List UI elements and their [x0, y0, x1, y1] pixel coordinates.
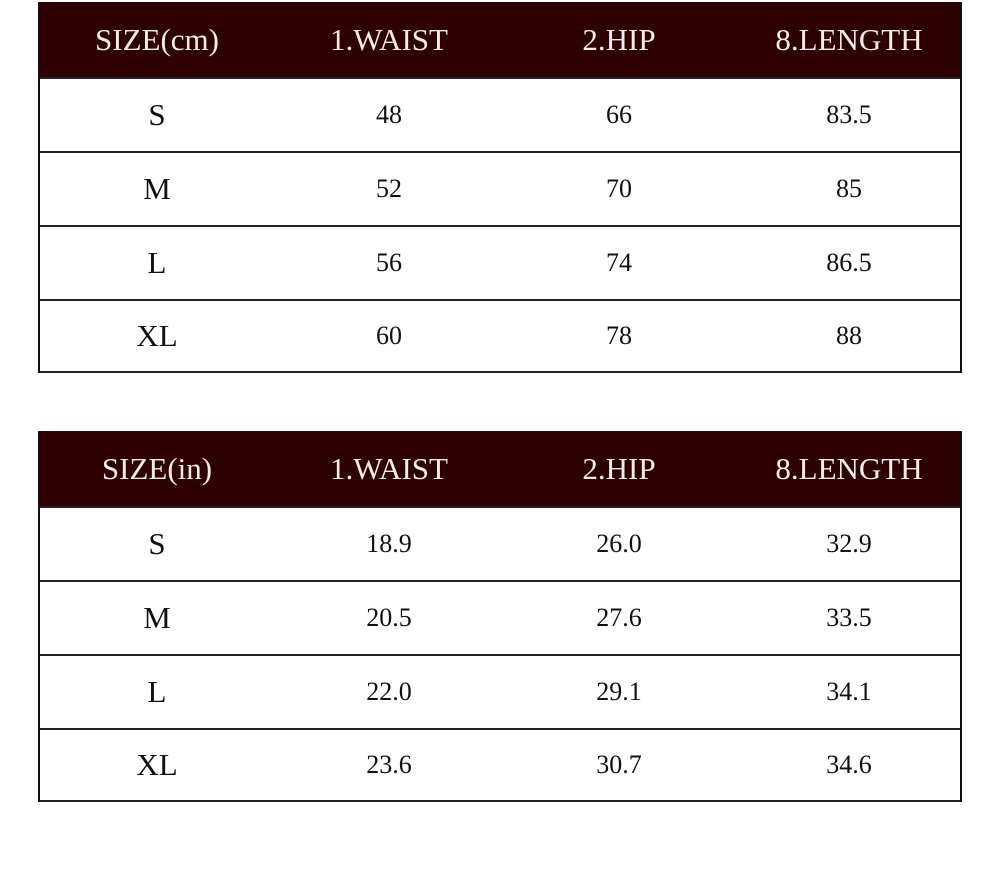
table-row: S 48 66 83.5: [40, 77, 960, 151]
column-header: SIZE(cm): [95, 21, 219, 57]
measurement-cell: 34.1: [826, 677, 872, 706]
column-header: 2.HIP: [582, 21, 656, 57]
measurement-cell: 32.9: [826, 529, 872, 558]
measurement-cell: 23.6: [366, 750, 412, 779]
size-table-inches: SIZE(in) 1.WAIST 2.HIP 8.LENGTH S 18.9 26.0 32.…: [38, 431, 962, 802]
column-header: 8.LENGTH: [775, 450, 923, 486]
measurement-cell: 48: [376, 100, 402, 129]
table-row: S 18.9 26.0 32.9: [40, 506, 960, 580]
measurement-cell: 30.7: [596, 750, 642, 779]
measurement-cell: 70: [606, 174, 632, 203]
table-row: L 56 74 86.5: [40, 225, 960, 299]
size-label: S: [148, 97, 166, 132]
size-label: XL: [136, 318, 178, 353]
measurement-cell: 26.0: [596, 529, 642, 558]
measurement-cell: 78: [606, 321, 632, 350]
measurement-cell: 56: [376, 248, 402, 277]
measurement-cell: 20.5: [366, 603, 412, 632]
size-table-cm: SIZE(cm) 1.WAIST 2.HIP 8.LENGTH S 48 66 83.5 M 52…: [38, 2, 962, 373]
measurement-cell: 52: [376, 174, 402, 203]
table-header: SIZE(cm) 1.WAIST 2.HIP 8.LENGTH: [40, 2, 960, 77]
size-label: XL: [136, 747, 178, 782]
table-row: XL 60 78 88: [40, 299, 960, 373]
table-header: SIZE(in) 1.WAIST 2.HIP 8.LENGTH: [40, 431, 960, 506]
measurement-cell: 74: [606, 248, 632, 277]
column-header: 1.WAIST: [330, 21, 448, 57]
measurement-cell: 88: [836, 321, 862, 350]
column-header: 8.LENGTH: [775, 21, 923, 57]
measurement-cell: 86.5: [826, 248, 872, 277]
size-label: M: [143, 600, 171, 635]
measurement-cell: 83.5: [826, 100, 872, 129]
measurement-cell: 18.9: [366, 529, 412, 558]
measurement-cell: 66: [606, 100, 632, 129]
size-label: L: [147, 245, 167, 280]
table-row: XL 23.6 30.7 34.6: [40, 728, 960, 802]
column-header: 1.WAIST: [330, 450, 448, 486]
measurement-cell: 22.0: [366, 677, 412, 706]
measurement-cell: 27.6: [596, 603, 642, 632]
measurement-cell: 29.1: [596, 677, 642, 706]
measurement-cell: 33.5: [826, 603, 872, 632]
column-header: 2.HIP: [582, 450, 656, 486]
size-label: L: [147, 674, 167, 709]
column-header: SIZE(in): [101, 450, 213, 486]
size-label: M: [143, 171, 171, 206]
table-row: M 20.5 27.6 33.5: [40, 580, 960, 654]
measurement-cell: 85: [836, 174, 862, 203]
table-row: M 52 70 85: [40, 151, 960, 225]
measurement-cell: 60: [376, 321, 402, 350]
size-label: S: [148, 526, 166, 561]
table-row: L 22.0 29.1 34.1: [40, 654, 960, 728]
measurement-cell: 34.6: [826, 750, 872, 779]
